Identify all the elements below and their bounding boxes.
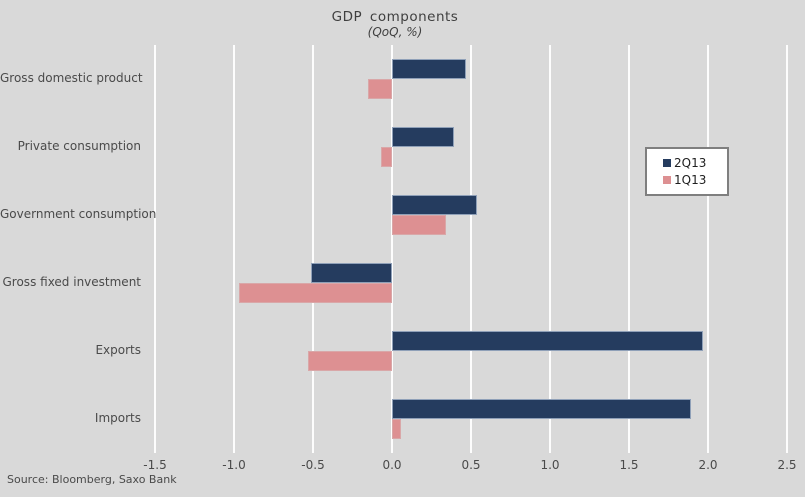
category-axis: Gross domestic product Private consumptio… [0,45,157,453]
bar-2Q13 [392,195,478,215]
bar-1Q13 [368,79,392,99]
bar-2Q13 [311,263,392,283]
bar-1Q13 [238,283,392,303]
bar-1Q13 [392,215,446,235]
gridline [154,45,156,453]
legend-marker-1Q13 [663,175,671,184]
gridline [233,45,235,453]
x-tick-label: 0.0 [382,458,402,472]
x-tick-label: -0.5 [301,458,325,472]
gridline [786,45,788,453]
x-tick-label: 1.0 [540,458,560,472]
x-tick-label: 1.5 [619,458,639,472]
bar-2Q13 [392,331,704,351]
x-axis: -1.5 -1.0 -0.5 0.0 0.5 1.0 1.5 2.0 2.5 [143,458,796,476]
legend-item-1Q13: 1Q13 [663,171,721,188]
x-tick-label: -1.5 [143,458,167,472]
gridline [312,45,314,453]
x-tick-label: -1.0 [222,458,246,472]
legend-label: 2Q13 [674,155,707,170]
bar-2Q13 [392,127,454,147]
x-tick-label: 0.5 [461,458,481,472]
bar-1Q13 [392,419,402,439]
category-label: Private consumption [17,139,141,153]
category-label: Gross domestic product [0,71,143,85]
legend: 2Q13 1Q13 [645,147,729,196]
chart-subtitle: (QoQ, %) [367,25,423,39]
chart-title: GDP components [331,9,459,25]
bar-1Q13 [308,351,392,371]
plot-area [154,45,788,453]
legend-label: 1Q13 [674,172,707,187]
category-label: Gross fixed investment [2,275,142,289]
category-label: Imports [94,411,141,425]
legend-marker-2Q13 [663,158,671,167]
bar-1Q13 [380,147,392,167]
gridline [628,45,630,453]
source-note: Source: Bloomberg, Saxo Bank [7,473,177,486]
gridline [391,45,393,453]
bar-2Q13 [392,399,691,419]
category-label: Government consumption [0,207,157,221]
gridline [707,45,709,453]
x-tick-label: 2.0 [698,458,718,472]
category-label: Exports [95,343,141,357]
bar-2Q13 [392,59,467,79]
x-tick-label: 2.5 [777,458,797,472]
gridline [470,45,472,453]
gridline [549,45,551,453]
legend-item-2Q13: 2Q13 [663,154,721,171]
